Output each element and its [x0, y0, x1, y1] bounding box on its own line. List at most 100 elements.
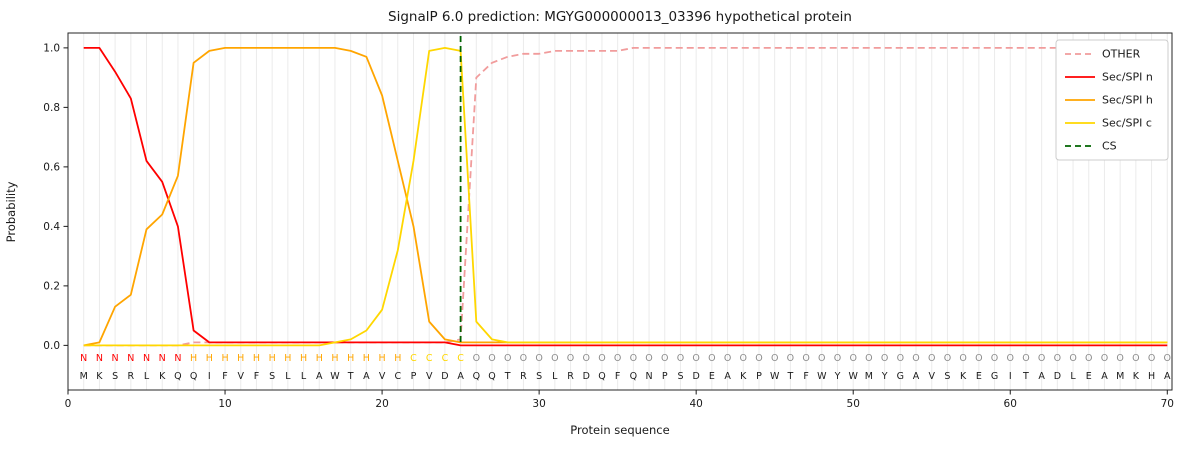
sequence-letter: T: [347, 371, 354, 382]
sequence-letter: Q: [174, 371, 181, 382]
sequence-letter: L: [301, 371, 307, 382]
region-letter: N: [127, 353, 134, 364]
sequence-letter: F: [222, 371, 227, 382]
series-line-sec-spi-n: [83, 47, 1168, 347]
region-letter: O: [881, 353, 888, 364]
sequence-letter: F: [254, 371, 259, 382]
region-letter: C: [457, 353, 464, 364]
region-letter: O: [1038, 353, 1045, 364]
region-letter: O: [1164, 353, 1171, 364]
region-letter: O: [1069, 353, 1076, 364]
region-letter: H: [190, 353, 197, 364]
sequence-letter: Q: [630, 371, 637, 382]
x-axis-ticks: 0 10 20 30 40 50 60 70: [65, 390, 1174, 410]
region-letter: O: [928, 353, 935, 364]
legend-label: Sec/SPI h: [1102, 94, 1153, 107]
sequence-letter: W: [330, 371, 340, 382]
region-letter: O: [551, 353, 558, 364]
sequence-letter: S: [112, 371, 118, 382]
region-letter: O: [865, 353, 872, 364]
sequence-letter: L: [285, 371, 291, 382]
sequence-letter: Q: [598, 371, 605, 382]
region-letter: O: [944, 353, 951, 364]
sequence-letter: E: [1086, 371, 1092, 382]
region-letter: O: [787, 353, 794, 364]
legend-label: OTHER: [1102, 48, 1141, 61]
region-letter: H: [347, 353, 354, 364]
sequence-letter: V: [237, 371, 244, 382]
region-letter: O: [1085, 353, 1092, 364]
region-letter: O: [724, 353, 731, 364]
region-letter: O: [630, 353, 637, 364]
chart-title: SignalP 6.0 prediction: MGYG000000013_03…: [388, 9, 852, 25]
region-letter: O: [1101, 353, 1108, 364]
region-letter: O: [708, 353, 715, 364]
sequence-letter: E: [976, 371, 982, 382]
sequence-letter: W: [770, 371, 780, 382]
sequence-letter: D: [693, 371, 700, 382]
sequence-letter: W: [849, 371, 859, 382]
sequence-letter: V: [379, 371, 386, 382]
x-tick-label: 20: [375, 398, 388, 410]
sequence-letter: V: [426, 371, 433, 382]
region-letter: O: [535, 353, 542, 364]
region-letter: H: [253, 353, 260, 364]
region-letter: O: [567, 353, 574, 364]
legend-label: CS: [1102, 140, 1117, 153]
x-tick-label: 40: [689, 398, 702, 410]
legend-box: [1055, 39, 1169, 161]
region-letter: H: [363, 353, 370, 364]
sequence-letter: N: [645, 371, 652, 382]
sequence-letter: K: [1133, 371, 1140, 382]
region-letter: O: [614, 353, 621, 364]
sequence-letter: R: [567, 371, 574, 382]
region-letter: H: [300, 353, 307, 364]
sequence-letter: T: [504, 371, 511, 382]
region-letter: O: [897, 353, 904, 364]
region-letter: N: [80, 353, 87, 364]
y-tick-label: 0.6: [43, 161, 60, 173]
region-letter: N: [174, 353, 181, 364]
region-letter: O: [1054, 353, 1061, 364]
sequence-letter: A: [724, 371, 731, 382]
sequence-letter: S: [269, 371, 275, 382]
sequence-letter: L: [1070, 371, 1076, 382]
x-tick-label: 50: [847, 398, 860, 410]
sequence-letter: L: [144, 371, 150, 382]
region-letter: O: [582, 353, 589, 364]
region-letter: N: [143, 353, 150, 364]
region-letter: O: [771, 353, 778, 364]
region-letter: O: [849, 353, 856, 364]
sequence-letter: A: [1101, 371, 1108, 382]
sequence-letter: G: [897, 371, 904, 382]
sequence-letter: A: [1038, 371, 1045, 382]
sequence-letter: M: [80, 371, 88, 382]
sequence-letter: H: [1148, 371, 1155, 382]
series-line-sec-spi-h: [83, 47, 1168, 347]
region-letter: N: [96, 353, 103, 364]
series-line-other: [83, 47, 1168, 347]
x-axis-label: Protein sequence: [570, 423, 669, 437]
y-tick-label: 0.8: [43, 102, 60, 114]
sequence-letter: M: [865, 371, 873, 382]
sequence-letter: I: [208, 371, 211, 382]
region-letter: O: [661, 353, 668, 364]
sequence-letter: A: [363, 371, 370, 382]
plot-frame: [67, 32, 1173, 391]
legend: OTHER Sec/SPI n Sec/SPI h Sec/SPI c CS: [1055, 39, 1169, 161]
sequence-letter: P: [411, 371, 417, 382]
region-letter: H: [394, 353, 401, 364]
y-tick-label: 0.4: [43, 221, 60, 233]
sequence-letter: A: [457, 371, 464, 382]
sequence-letter: A: [913, 371, 920, 382]
sequence-letter: A: [316, 371, 323, 382]
y-tick-label: 0.0: [43, 340, 60, 352]
region-letter: O: [1132, 353, 1139, 364]
region-letter: O: [834, 353, 841, 364]
region-letter: O: [488, 353, 495, 364]
sequence-letter: Q: [473, 371, 480, 382]
region-letter: O: [1007, 353, 1014, 364]
